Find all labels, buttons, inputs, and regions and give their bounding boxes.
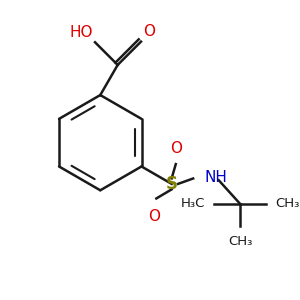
- Text: CH₃: CH₃: [228, 235, 252, 248]
- Text: CH₃: CH₃: [275, 197, 299, 210]
- Text: S: S: [166, 175, 178, 193]
- Text: O: O: [170, 141, 182, 156]
- Text: H₃C: H₃C: [181, 197, 205, 210]
- Text: O: O: [148, 208, 160, 224]
- Text: NH: NH: [204, 170, 227, 185]
- Text: O: O: [143, 24, 155, 39]
- Text: HO: HO: [70, 25, 93, 40]
